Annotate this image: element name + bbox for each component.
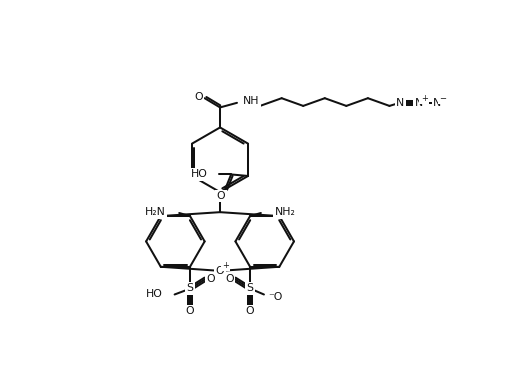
Text: +: + (421, 94, 427, 103)
Text: HO: HO (191, 170, 208, 180)
Text: O: O (246, 306, 254, 316)
Text: +: + (222, 261, 229, 270)
Text: N: N (414, 98, 423, 108)
Text: −: − (439, 94, 446, 103)
Text: HO: HO (146, 290, 162, 299)
Text: O: O (215, 265, 224, 275)
Text: S: S (186, 283, 194, 293)
Text: NH₂: NH₂ (275, 207, 296, 217)
Text: ⁻O: ⁻O (268, 292, 282, 302)
Text: O: O (194, 92, 203, 102)
Text: O: O (185, 306, 194, 316)
Text: H₂N: H₂N (145, 207, 165, 217)
Text: NH: NH (243, 96, 260, 106)
Text: N: N (433, 98, 441, 108)
Text: O: O (217, 191, 225, 201)
Text: N: N (396, 98, 405, 108)
Text: O: O (225, 274, 234, 284)
Text: O: O (207, 274, 215, 284)
Text: S: S (247, 283, 254, 293)
